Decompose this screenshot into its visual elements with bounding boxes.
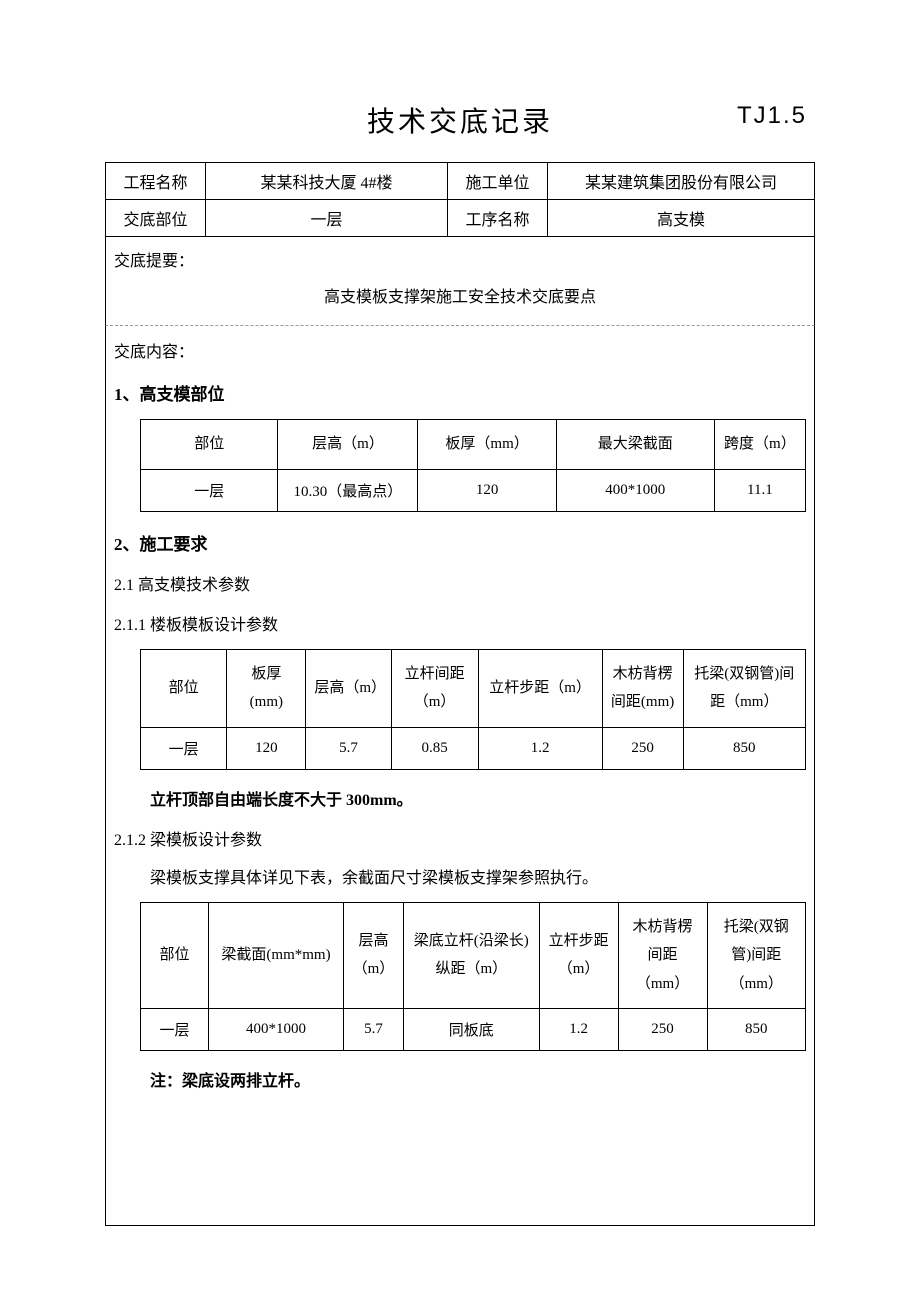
table-row: 一层 120 5.7 0.85 1.2 250 850 [141,727,806,769]
th: 跨度（m） [714,420,805,470]
td: 一层 [141,1009,209,1051]
note-2-1-2: 注：梁底设两排立杆。 [150,1067,806,1091]
td: 120 [418,469,556,511]
th: 最大梁截面 [556,420,714,470]
td: 11.1 [714,469,805,511]
sub-heading-2-1: 2.1 高支模技术参数 [114,571,806,595]
content-label: 交底内容： [114,338,806,362]
td: 一层 [141,727,227,769]
doc-code: TJ1.5 [737,102,807,130]
pre-note-2-1-2: 梁模板支撑具体详见下表，余截面尺寸梁模板支撑架参照执行。 [150,864,806,888]
td: 400*1000 [556,469,714,511]
table-row: 一层 400*1000 5.7 同板底 1.2 250 850 [141,1009,806,1051]
td: 850 [683,727,805,769]
position-label: 交底部位 [106,200,206,237]
title-row: 技术交底记录 TJ1.5 [105,100,815,140]
table-row: 一层 10.30（最高点） 120 400*1000 11.1 [141,469,806,511]
table-2-1-2: 部位 梁截面(mm*mm) 层高（m） 梁底立杆(沿梁长)纵距（m） 立杆步距（… [140,902,806,1052]
main-title: 技术交底记录 [367,100,553,140]
th: 层高（m） [306,649,391,727]
info-row-2: 交底部位 一层 工序名称 高支模 [106,200,815,237]
th: 部位 [141,420,278,470]
td: 同板底 [403,1009,539,1051]
th: 梁截面(mm*mm) [209,902,344,1009]
table-section1: 部位 层高（m） 板厚（mm） 最大梁截面 跨度（m） 一层 10.30（最高点… [140,419,806,512]
section2-heading: 2、施工要求 [114,530,806,555]
td: 一层 [141,469,278,511]
th: 板厚（mm） [418,420,556,470]
th: 立杆步距（m） [478,649,602,727]
th: 托梁(双钢管)间距（mm） [707,902,805,1009]
th: 板厚(mm) [227,649,306,727]
summary-label: 交底提要： [114,247,806,271]
procedure: 高支模 [548,200,815,237]
construction-unit: 某某建筑集团股份有限公司 [548,163,815,200]
th: 层高（m） [278,420,418,470]
sub-heading-2-1-2: 2.1.2 梁模板设计参数 [114,826,806,850]
content-section: 交底内容： 1、高支模部位 部位 层高（m） 板厚（mm） 最大梁截面 跨度（m… [105,326,815,1226]
th: 部位 [141,902,209,1009]
th: 立杆间距（m） [391,649,478,727]
td: 5.7 [306,727,391,769]
th: 托梁(双钢管)间距（mm） [683,649,805,727]
th: 木枋背楞间距(mm) [602,649,683,727]
info-table: 工程名称 某某科技大厦 4#楼 施工单位 某某建筑集团股份有限公司 交底部位 一… [105,162,815,237]
td: 850 [707,1009,805,1051]
td: 250 [602,727,683,769]
summary-text: 高支模板支撑架施工安全技术交底要点 [114,283,806,307]
th: 梁底立杆(沿梁长)纵距（m） [403,902,539,1009]
td: 10.30（最高点） [278,469,418,511]
table-2-1-1: 部位 板厚(mm) 层高（m） 立杆间距（m） 立杆步距（m） 木枋背楞间距(m… [140,649,806,770]
note-2-1-1: 立杆顶部自由端长度不大于 300mm。 [150,786,806,810]
th: 层高（m） [344,902,404,1009]
th: 部位 [141,649,227,727]
th: 木枋背楞间距（mm） [618,902,707,1009]
table-header-row: 部位 梁截面(mm*mm) 层高（m） 梁底立杆(沿梁长)纵距（m） 立杆步距（… [141,902,806,1009]
construction-unit-label: 施工单位 [448,163,548,200]
td: 120 [227,727,306,769]
td: 0.85 [391,727,478,769]
summary-section: 交底提要： 高支模板支撑架施工安全技术交底要点 [105,237,815,326]
table-header-row: 部位 层高（m） 板厚（mm） 最大梁截面 跨度（m） [141,420,806,470]
sub-heading-2-1-1: 2.1.1 楼板模板设计参数 [114,611,806,635]
td: 5.7 [344,1009,404,1051]
td: 1.2 [478,727,602,769]
td: 400*1000 [209,1009,344,1051]
project-name: 某某科技大厦 4#楼 [206,163,448,200]
th: 立杆步距（m） [539,902,618,1009]
procedure-label: 工序名称 [448,200,548,237]
info-row-1: 工程名称 某某科技大厦 4#楼 施工单位 某某建筑集团股份有限公司 [106,163,815,200]
section1-heading: 1、高支模部位 [114,380,806,405]
table-header-row: 部位 板厚(mm) 层高（m） 立杆间距（m） 立杆步距（m） 木枋背楞间距(m… [141,649,806,727]
td: 1.2 [539,1009,618,1051]
td: 250 [618,1009,707,1051]
project-name-label: 工程名称 [106,163,206,200]
position: 一层 [206,200,448,237]
